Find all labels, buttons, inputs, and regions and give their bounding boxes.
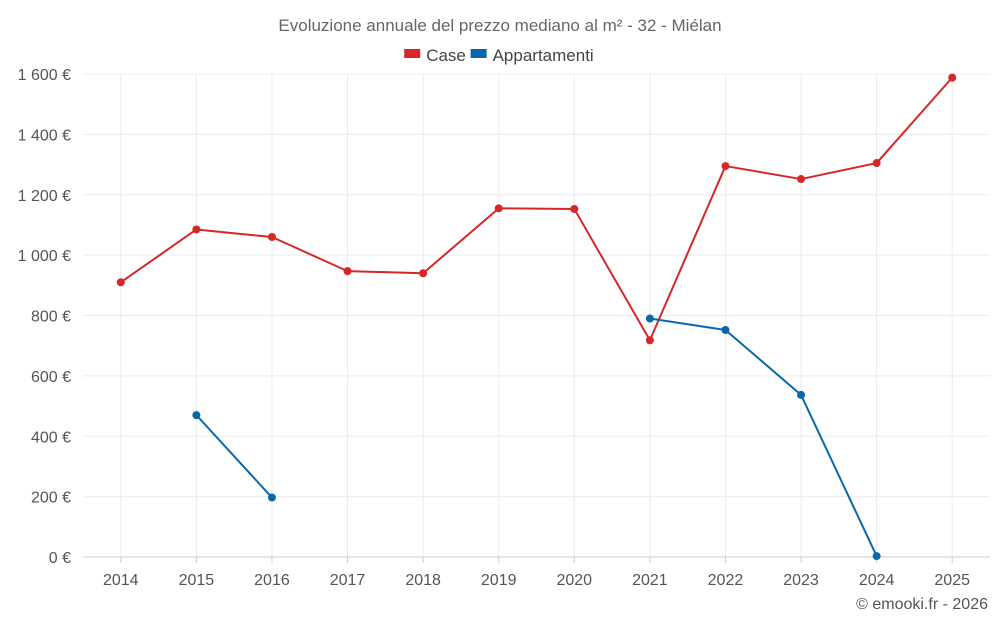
data-point (948, 73, 957, 82)
x-tick-label: 2020 (556, 572, 592, 589)
data-point (267, 493, 276, 502)
x-tick-label: 2019 (481, 572, 517, 589)
x-axis: 2014 2015 2016 2017 2018 2019 2020 2021 2022 2023… (83, 556, 990, 589)
data-point (721, 325, 730, 334)
series-layer (116, 73, 957, 561)
data-point (267, 233, 276, 242)
grid (83, 73, 990, 558)
y-tick-label: 1 600 € (18, 67, 71, 84)
x-tick-label: 2017 (330, 572, 366, 589)
data-point (797, 390, 806, 399)
legend-label: Case (426, 46, 466, 65)
y-tick-label: 200 € (31, 490, 71, 507)
legend-swatch (404, 49, 421, 58)
y-tick-label: 800 € (31, 309, 71, 326)
x-tick-label: 2021 (632, 572, 668, 589)
data-point (872, 552, 881, 561)
data-point (645, 336, 654, 345)
data-point (570, 204, 579, 213)
data-point (494, 204, 503, 213)
series-line (195, 414, 273, 499)
data-point (116, 278, 125, 287)
legend-swatch (470, 49, 487, 58)
x-tick-label: 2022 (708, 572, 744, 589)
x-tick-label: 2023 (783, 572, 819, 589)
x-tick-label: 2025 (934, 572, 970, 589)
data-point (872, 159, 881, 168)
data-point (797, 175, 806, 184)
y-axis: 0 € 200 € 400 € 600 € 800 € 1 000 € 1 200 € 1 4… (18, 67, 71, 567)
x-tick-label: 2014 (103, 572, 139, 589)
data-point (419, 269, 428, 278)
y-tick-label: 600 € (31, 369, 71, 386)
y-tick-label: 400 € (31, 429, 71, 446)
credit: © emooki.fr - 2026 (856, 596, 988, 613)
y-tick-label: 1 000 € (18, 248, 71, 265)
series-appartamenti (192, 314, 881, 561)
y-tick-label: 1 400 € (18, 127, 71, 144)
x-tick-label: 2018 (405, 572, 441, 589)
data-point (192, 411, 201, 420)
y-tick-label: 0 € (49, 550, 71, 567)
x-tick-label: 2024 (859, 572, 895, 589)
legend-label: Appartamenti (493, 46, 594, 65)
series-line (649, 317, 878, 557)
data-point (343, 267, 352, 276)
series-case (116, 73, 957, 345)
legend-item-case[interactable]: Case (404, 46, 466, 65)
x-tick-label: 2015 (179, 572, 215, 589)
data-point (721, 162, 730, 171)
legend-item-appartamenti[interactable]: Appartamenti (470, 46, 594, 65)
y-tick-label: 1 200 € (18, 188, 71, 205)
chart-title: Evoluzione annuale del prezzo mediano al… (278, 16, 721, 35)
data-point (645, 314, 654, 323)
legend: Case Appartamenti (404, 46, 594, 65)
series-line (120, 76, 953, 342)
data-point (192, 225, 201, 234)
x-tick-label: 2016 (254, 572, 290, 589)
